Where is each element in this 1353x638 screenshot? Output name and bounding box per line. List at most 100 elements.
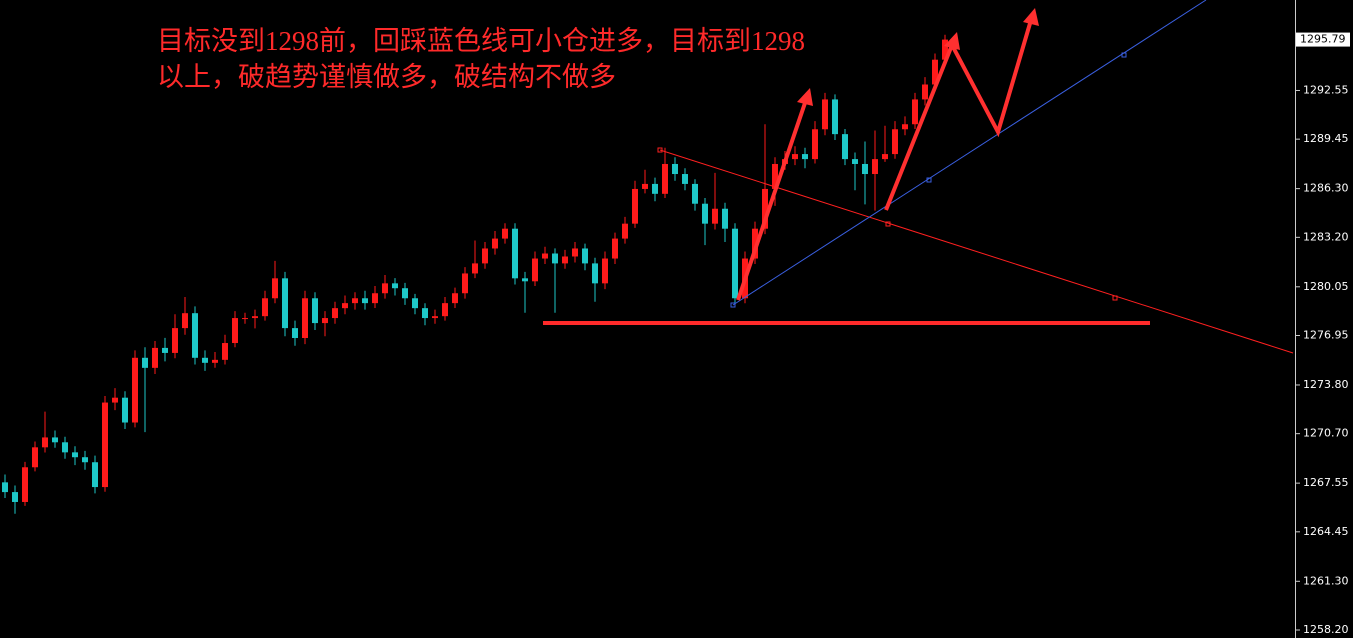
y-tick-label: 1270.70 — [1303, 427, 1349, 440]
candle-body — [82, 457, 88, 463]
candle-body — [22, 467, 28, 502]
candle-body — [922, 84, 928, 100]
candle-body — [72, 452, 78, 458]
price-axis: 1258.20 1261.30 1264.45 1267.55 1270.70 1273.… — [1295, 32, 1350, 636]
candle-body — [452, 293, 458, 304]
candle-body — [412, 298, 418, 309]
candle-body — [332, 308, 338, 319]
candle-body — [542, 253, 548, 259]
candle-body — [382, 283, 388, 294]
candle-body — [822, 99, 828, 130]
handle — [885, 221, 891, 227]
candle-body — [552, 253, 558, 264]
candle-body — [262, 298, 268, 317]
candle-body — [32, 447, 38, 468]
candle-body — [852, 159, 858, 164]
candle-body — [122, 397, 128, 423]
candle-body — [302, 298, 308, 339]
candle-body — [832, 99, 838, 135]
candle-body — [232, 318, 238, 344]
candle-body — [582, 248, 588, 264]
candle-body — [702, 203, 708, 224]
y-tick-label: 1289.45 — [1303, 132, 1349, 145]
candle-body — [472, 263, 478, 274]
trend-line — [659, 149, 1294, 354]
candle-body — [52, 437, 58, 443]
candle-body — [812, 129, 818, 160]
arrow-head — [797, 88, 813, 106]
handle — [1112, 295, 1118, 301]
annotation: 以上，破趋势谨慎做多，破结构不做多 — [157, 62, 616, 92]
arrows — [736, 19, 1033, 301]
candle-body — [102, 402, 108, 488]
y-tick-label: 1292.55 — [1303, 83, 1349, 96]
y-tick-label: 1258.20 — [1303, 623, 1349, 636]
candle-body — [282, 278, 288, 329]
candle-body — [862, 163, 868, 175]
y-tick-label: 1273.80 — [1303, 378, 1349, 391]
candle-body — [2, 482, 8, 493]
candle-body — [792, 154, 798, 160]
candle-body — [432, 316, 438, 319]
candle-body — [612, 238, 618, 259]
candle-body — [192, 313, 198, 358]
candle-body — [872, 159, 878, 175]
candle-body — [772, 163, 778, 189]
candle-body — [482, 248, 488, 264]
candle-body — [162, 347, 168, 353]
candle-body — [342, 303, 348, 309]
candle-body — [292, 328, 298, 339]
arrow — [736, 99, 808, 301]
y-tick-label: 1276.95 — [1303, 328, 1349, 341]
candle-body — [212, 359, 218, 363]
candle-body — [902, 124, 908, 130]
candle-body — [632, 188, 638, 224]
candle-body — [182, 313, 188, 329]
candle-body — [732, 228, 738, 299]
candle-body — [132, 357, 138, 423]
candle-body — [842, 134, 848, 160]
arrow-head — [944, 32, 960, 50]
candle-body — [142, 357, 148, 368]
candle-body — [492, 238, 498, 249]
candle-body — [172, 328, 178, 353]
arrow — [884, 19, 1033, 211]
annotation: 目标没到1298前，回踩蓝色线可小仓进多，目标到1298 — [157, 26, 805, 56]
candle-body — [642, 183, 648, 189]
candle-body — [442, 303, 448, 317]
candle-body — [882, 154, 888, 160]
candle-body — [222, 343, 228, 360]
candle-body — [672, 163, 678, 175]
arrow-heads — [797, 8, 1039, 106]
candle-body — [722, 208, 728, 229]
candle-body — [662, 163, 668, 194]
candle-body — [622, 223, 628, 239]
candle-body — [912, 99, 918, 125]
candle-body — [942, 39, 948, 60]
candle-body — [352, 298, 358, 304]
candle-body — [562, 256, 568, 264]
candle-body — [932, 59, 938, 85]
candle-body — [532, 258, 538, 282]
arrow-head — [1023, 8, 1039, 26]
candle-body — [652, 183, 658, 194]
candle-body — [522, 278, 528, 282]
candle-body — [12, 492, 18, 502]
candle-body — [392, 283, 398, 289]
candle-body — [252, 316, 258, 319]
candle-body — [572, 248, 578, 257]
handle — [1121, 52, 1127, 58]
candle-body — [92, 462, 98, 488]
candle-body — [242, 318, 248, 320]
candle-body — [602, 258, 608, 284]
candle-body — [692, 183, 698, 204]
candle-body — [762, 188, 768, 229]
candle-body — [502, 228, 508, 239]
y-tick-label: 1261.30 — [1303, 574, 1349, 587]
current-price-box — [1296, 32, 1350, 47]
handle — [926, 177, 932, 183]
candle-body — [42, 437, 48, 448]
candle-body — [272, 278, 278, 299]
candle-body — [402, 288, 408, 299]
